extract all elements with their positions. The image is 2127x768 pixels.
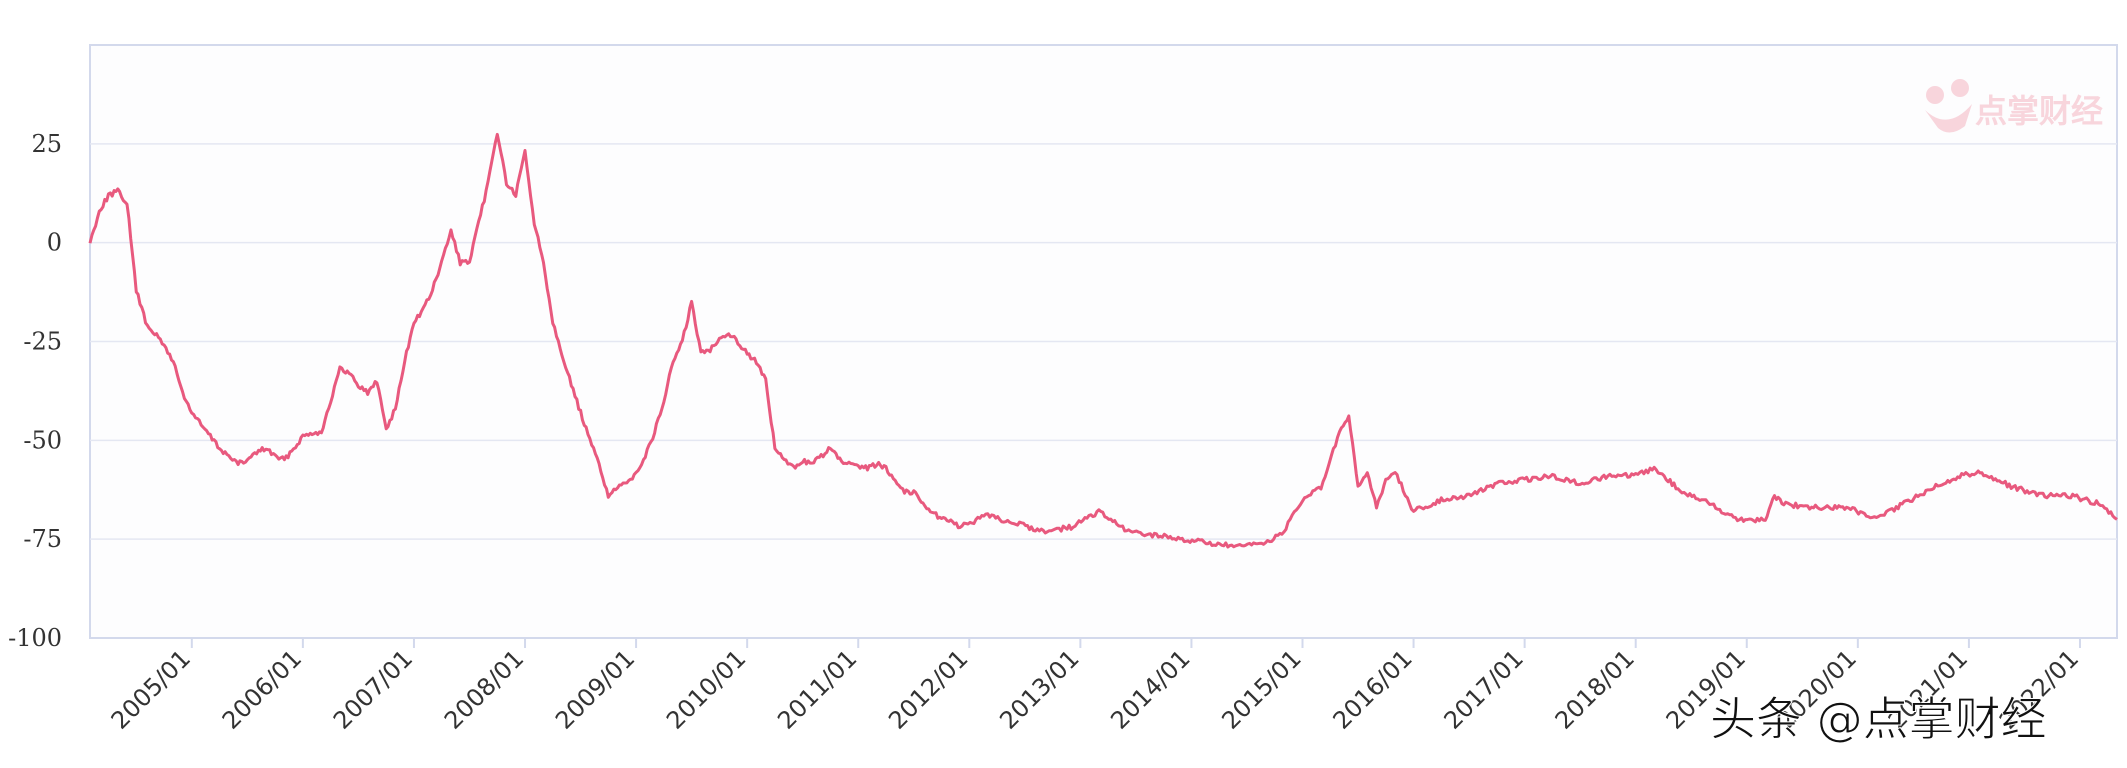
y-tick-label: -75: [23, 525, 62, 553]
y-tick-label: -25: [23, 328, 62, 356]
grid-lines: [90, 143, 2117, 540]
x-tick-label: 2009/01: [550, 644, 640, 734]
x-tick-label: 2015/01: [1216, 644, 1306, 734]
x-tick-label: 2017/01: [1439, 644, 1529, 734]
x-tick-label: 2005/01: [106, 644, 196, 734]
x-tick-label: 2012/01: [883, 644, 973, 734]
x-tick-label: 2007/01: [328, 644, 418, 734]
x-tick-label: 2006/01: [217, 644, 307, 734]
y-tick-label: 25: [31, 130, 62, 158]
x-tick-label: 2013/01: [994, 644, 1084, 734]
x-tick-label: 2011/01: [772, 644, 862, 734]
y-tick-label: 0: [47, 229, 62, 257]
x-tick-label: 2008/01: [439, 644, 529, 734]
watermark-logo-icon: [1925, 79, 1972, 133]
y-tick-label: -50: [23, 426, 62, 454]
x-tick-label: 2010/01: [661, 644, 751, 734]
x-tick-label: 2018/01: [1550, 644, 1640, 734]
watermark: 点掌财经: [1925, 79, 2103, 133]
watermark-text: 点掌财经: [1975, 92, 2103, 130]
y-axis: 25 0 -25 -50 -75 -100: [8, 130, 62, 652]
series-line: [88, 132, 2118, 549]
y-tick-label: -100: [8, 624, 62, 652]
footer-source-text: 头条 @点掌财经: [1710, 692, 2047, 746]
x-tick-label: 2014/01: [1105, 644, 1195, 734]
x-tick-label: 2016/01: [1328, 644, 1418, 734]
